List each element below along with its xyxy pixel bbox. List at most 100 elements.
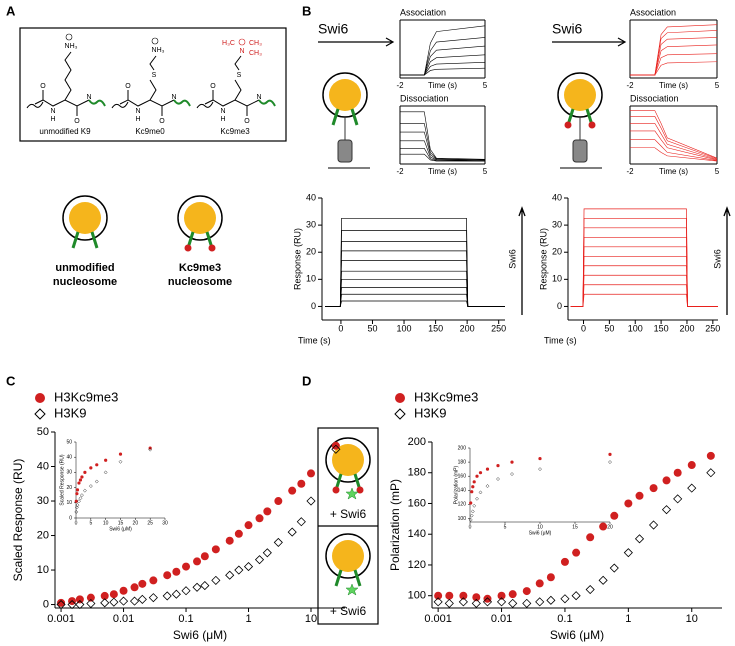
atom: N	[135, 108, 140, 115]
x-tick-label: -2	[626, 167, 634, 176]
point	[109, 597, 119, 607]
trace	[400, 123, 486, 161]
structure: O O N H N S NH₃ Kc9me0	[111, 37, 191, 136]
point	[485, 484, 490, 488]
point	[307, 469, 316, 478]
y-tick-label: 10	[66, 500, 72, 506]
charge	[65, 33, 73, 41]
point	[297, 479, 306, 488]
point	[200, 552, 209, 561]
nucleosome-label: unmodified	[55, 262, 114, 274]
x-tick-label: 150	[428, 323, 443, 333]
point	[129, 596, 140, 606]
x-tick-label: -2	[626, 81, 634, 90]
point	[274, 497, 283, 506]
y-tick-label: 140	[408, 528, 426, 540]
methyl-mark	[564, 121, 572, 129]
point	[470, 509, 475, 514]
trace	[400, 45, 486, 76]
panel-label: B	[302, 3, 311, 18]
methyl-mark	[208, 244, 216, 252]
trace	[570, 246, 718, 307]
trace	[570, 284, 718, 307]
trace	[630, 139, 718, 161]
arrow	[723, 206, 731, 315]
point	[469, 501, 473, 505]
point	[662, 476, 671, 485]
atom: O	[74, 118, 80, 125]
trace	[630, 147, 718, 162]
legend-label: H3Kc9me3	[414, 389, 478, 404]
x-axis-label: Time (s)	[298, 335, 331, 345]
point	[634, 534, 645, 544]
point	[100, 598, 110, 608]
nucleosome-label: Kc9me3	[179, 262, 221, 274]
point	[100, 591, 109, 600]
point	[75, 503, 80, 507]
trace	[630, 37, 718, 76]
y-axis-label: Scaled Response (RU)	[59, 454, 65, 505]
point	[687, 483, 697, 493]
y-tick-label: 0	[557, 301, 562, 311]
point	[496, 597, 507, 607]
point	[171, 589, 181, 599]
trace	[400, 54, 486, 76]
point	[181, 586, 191, 596]
point	[497, 591, 506, 600]
point	[598, 575, 608, 585]
atom: O	[40, 83, 46, 90]
point	[75, 595, 84, 604]
x-tick-label: 10	[537, 524, 543, 530]
chain-continuation	[258, 99, 276, 107]
point	[163, 571, 172, 580]
x-tick-label: 20	[607, 524, 613, 530]
x-tick-label: 20	[133, 520, 139, 526]
point	[273, 537, 283, 547]
point	[482, 597, 493, 607]
trace	[630, 130, 718, 161]
x-tick-label: 50	[367, 323, 377, 333]
y-tick-label: 50	[66, 439, 72, 445]
atom: O	[210, 83, 216, 90]
point	[80, 493, 84, 498]
structure-label: unmodified K9	[39, 127, 91, 136]
x-axis-label: Time (s)	[659, 81, 688, 90]
methyl: CH₃	[249, 40, 262, 47]
x-tick-label: 5	[483, 167, 488, 176]
point	[608, 460, 612, 464]
x-tick-label: 250	[705, 323, 720, 333]
y-tick-label: 120	[408, 559, 426, 571]
point	[635, 491, 644, 500]
y-tick-label: 40	[306, 192, 316, 202]
x-tick-label: 100	[628, 323, 643, 333]
y-axis-label: Response (RU)	[292, 228, 302, 290]
x-tick-label: 0.001	[424, 613, 452, 625]
y-tick-label: 0	[43, 598, 49, 610]
x-tick-label: 5	[483, 81, 488, 90]
point	[585, 584, 595, 595]
trace	[400, 67, 486, 76]
trace	[570, 227, 718, 307]
x-axis-label: Swi6 (μM)	[109, 526, 132, 532]
amine: NH₃	[152, 47, 165, 54]
point	[103, 470, 108, 475]
y-tick-label: 10	[552, 274, 562, 284]
x-tick-label: 5	[504, 524, 507, 530]
x-axis-label: Time (s)	[544, 335, 577, 345]
trace	[400, 111, 486, 160]
trace	[630, 53, 718, 76]
methyl-mark	[184, 244, 192, 252]
trace	[570, 236, 718, 307]
x-tick-label: 5	[89, 520, 92, 526]
point	[94, 479, 99, 484]
point	[478, 490, 483, 495]
methyl: H₃C	[222, 40, 235, 47]
point	[182, 562, 191, 571]
point	[86, 598, 96, 609]
point	[67, 599, 77, 610]
trace	[570, 217, 718, 307]
legend-label: H3Kc9me3	[54, 389, 118, 404]
point	[75, 599, 85, 610]
point	[78, 496, 83, 501]
